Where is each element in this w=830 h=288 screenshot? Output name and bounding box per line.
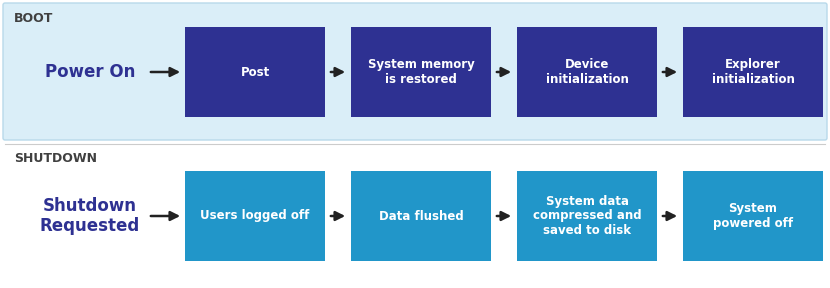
Bar <box>185 171 325 261</box>
Text: Post: Post <box>241 65 270 79</box>
Text: Explorer
initialization: Explorer initialization <box>711 58 794 86</box>
Text: BOOT: BOOT <box>14 12 53 25</box>
Bar <box>185 27 325 117</box>
Text: System memory
is restored: System memory is restored <box>368 58 475 86</box>
Text: System data
compressed and
saved to disk: System data compressed and saved to disk <box>533 194 642 238</box>
Text: Users logged off: Users logged off <box>200 209 310 223</box>
Text: System
powered off: System powered off <box>713 202 793 230</box>
FancyBboxPatch shape <box>3 3 827 140</box>
Bar <box>683 27 823 117</box>
Bar <box>683 171 823 261</box>
Bar <box>351 27 491 117</box>
Bar <box>517 171 657 261</box>
Text: Shutdown
Requested: Shutdown Requested <box>40 197 140 235</box>
Text: Power On: Power On <box>45 63 135 81</box>
Bar <box>351 171 491 261</box>
Text: Device
initialization: Device initialization <box>545 58 628 86</box>
Bar <box>517 27 657 117</box>
Text: Data flushed: Data flushed <box>378 209 463 223</box>
Text: SHUTDOWN: SHUTDOWN <box>14 152 97 165</box>
